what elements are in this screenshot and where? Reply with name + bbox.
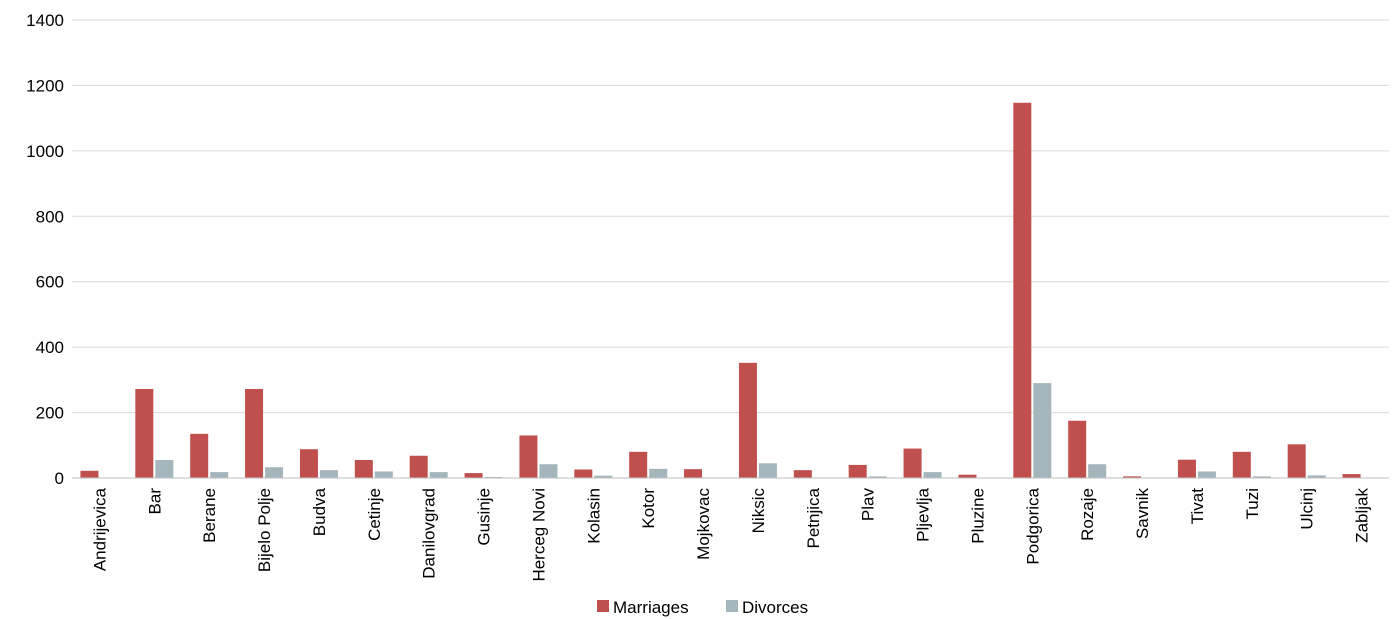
divorces-bar — [1088, 464, 1107, 478]
marriages-bar — [903, 448, 922, 478]
marriages-bar — [958, 474, 977, 478]
marriages-bar — [574, 469, 593, 478]
marriages-bar — [1068, 420, 1087, 478]
y-tick-label: 1400 — [26, 11, 64, 30]
x-axis-tick-labels: Andrijevica Bar Berane Bijelo Polje Budva Cet… — [90, 487, 1371, 581]
marriages-bar — [848, 464, 867, 478]
x-tick-label: Ulcinj — [1298, 488, 1317, 530]
marriages-bar — [245, 389, 264, 478]
x-tick-label: Gusinje — [475, 488, 494, 546]
divorces-bar — [210, 472, 229, 478]
divorces-bar — [429, 472, 448, 478]
y-axis-tick-labels: 0 200 400 600 800 1000 1200 1400 — [26, 11, 64, 488]
divorces-bar — [1252, 476, 1271, 478]
marriages-bar — [519, 435, 538, 478]
x-tick-label: Petnjica — [804, 487, 823, 548]
y-tick-label: 200 — [36, 404, 64, 423]
y-tick-label: 1000 — [26, 142, 64, 161]
x-tick-label: Plav — [859, 488, 878, 522]
divorces-bar — [155, 460, 174, 478]
legend-swatch — [597, 600, 609, 612]
marriages-bar — [409, 455, 428, 478]
divorces-bar — [539, 464, 558, 478]
divorces-bar — [758, 463, 777, 478]
y-tick-label: 800 — [36, 207, 64, 226]
marriages-bar — [464, 473, 483, 478]
divorces-bar — [1033, 383, 1052, 478]
marriages-bar — [1287, 444, 1306, 478]
marriages-bar — [1123, 476, 1142, 478]
divorces-bar — [868, 476, 887, 478]
x-tick-label: Rozaje — [1078, 488, 1097, 541]
x-tick-label: Niksic — [749, 488, 768, 534]
x-tick-label: Herceg Novi — [529, 488, 548, 582]
divorces-bar — [649, 468, 668, 478]
marriages-bar — [190, 433, 209, 478]
x-tick-label: Andrijevica — [90, 487, 109, 571]
x-tick-label: Danilovgrad — [420, 488, 439, 579]
x-tick-label: Budva — [310, 487, 329, 536]
x-tick-label: Bijelo Polje — [255, 488, 274, 572]
marriages-bar — [354, 460, 373, 478]
legend-label: Marriages — [613, 598, 689, 617]
legend-label: Divorces — [742, 598, 808, 617]
x-tick-label: Bar — [145, 488, 164, 515]
marriages-bar — [80, 470, 99, 478]
x-tick-label: Berane — [200, 488, 219, 543]
marriages-bar — [684, 469, 703, 478]
divorces-bar — [374, 471, 393, 478]
x-tick-label: Pluzine — [968, 488, 987, 544]
gridlines — [72, 19, 1389, 414]
x-tick-label: Savnik — [1133, 488, 1152, 540]
marriages-bar — [1013, 102, 1032, 478]
divorces-bar — [319, 470, 338, 478]
y-tick-label: 400 — [36, 338, 64, 357]
x-tick-label: Tivat — [1188, 488, 1207, 524]
x-tick-label: Mojkovac — [694, 488, 713, 560]
divorces-bar — [1307, 475, 1326, 478]
marriages-bar — [1342, 474, 1361, 478]
x-tick-label: Pljevlja — [914, 487, 933, 541]
y-tick-label: 0 — [55, 469, 64, 488]
divorces-bar — [265, 467, 284, 478]
legend: Marriages Divorces — [597, 598, 808, 617]
marriages-bar — [738, 362, 757, 478]
marriages-bar — [629, 451, 648, 478]
y-tick-label: 1200 — [26, 76, 64, 95]
legend-marriages: Marriages — [597, 598, 689, 617]
marriages-bar — [1232, 451, 1251, 478]
legend-swatch — [726, 600, 738, 612]
marriages-bar — [135, 389, 154, 478]
marriages-bar — [1177, 459, 1196, 478]
x-tick-label: Kolasin — [584, 488, 603, 544]
marriages-bar — [793, 470, 812, 478]
divorces-bar — [923, 472, 942, 478]
x-tick-label: Podgorica — [1023, 487, 1042, 564]
bars — [80, 102, 1361, 478]
x-tick-label: Zabljak — [1353, 488, 1372, 543]
x-tick-label: Cetinje — [365, 488, 384, 541]
marriages-bar — [299, 449, 318, 478]
legend-divorces: Divorces — [726, 598, 808, 617]
x-tick-label: Kotor — [639, 488, 658, 529]
divorces-bar — [1197, 471, 1216, 478]
divorces-bar — [594, 475, 613, 478]
y-tick-label: 600 — [36, 273, 64, 292]
x-tick-label: Tuzi — [1243, 488, 1262, 520]
